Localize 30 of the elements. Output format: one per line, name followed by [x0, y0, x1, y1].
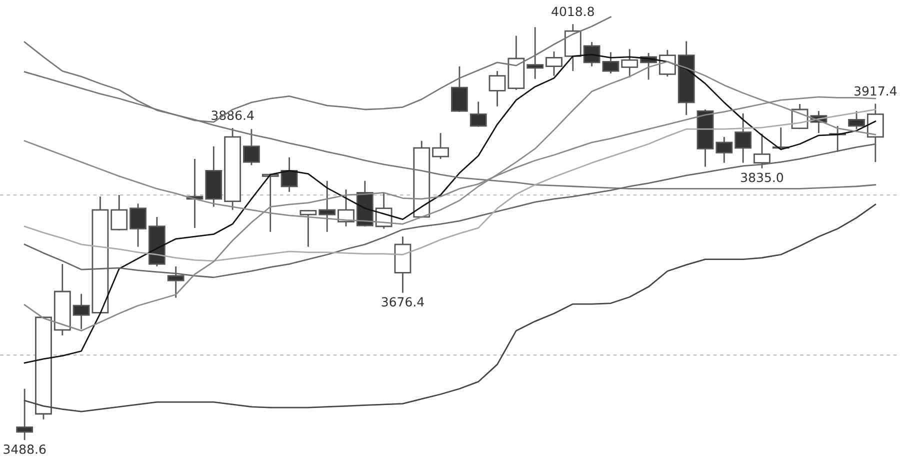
candlestick	[734, 112, 752, 164]
candlestick	[470, 100, 487, 128]
candlestick	[432, 132, 449, 160]
annotation: 4018.8	[552, 6, 594, 16]
candlestick	[110, 194, 128, 231]
candlestick	[658, 49, 676, 78]
candlestick	[16, 388, 34, 441]
candlestick	[546, 50, 562, 76]
candlestick	[602, 52, 620, 74]
candlestick	[848, 110, 865, 130]
candlestick	[451, 66, 468, 113]
candlestick	[526, 26, 544, 80]
candlestick	[338, 188, 354, 228]
annotation: 3488.6	[4, 444, 46, 454]
candlestick	[583, 41, 600, 68]
annotation: 3917.4	[854, 86, 897, 96]
candlestick	[716, 136, 733, 164]
candlestick	[754, 133, 770, 170]
candlestick	[72, 293, 90, 330]
candlestick	[621, 48, 638, 78]
candlestick	[318, 180, 336, 233]
annotation: 3835.0	[741, 172, 784, 182]
candlestick	[280, 156, 298, 193]
candlestick	[130, 202, 146, 248]
candlestick	[243, 128, 260, 166]
candlestick	[866, 102, 884, 163]
candlestick	[300, 209, 317, 248]
candlestick	[488, 70, 506, 108]
annotation: 3676.4	[382, 297, 424, 307]
candlestick	[167, 266, 184, 298]
